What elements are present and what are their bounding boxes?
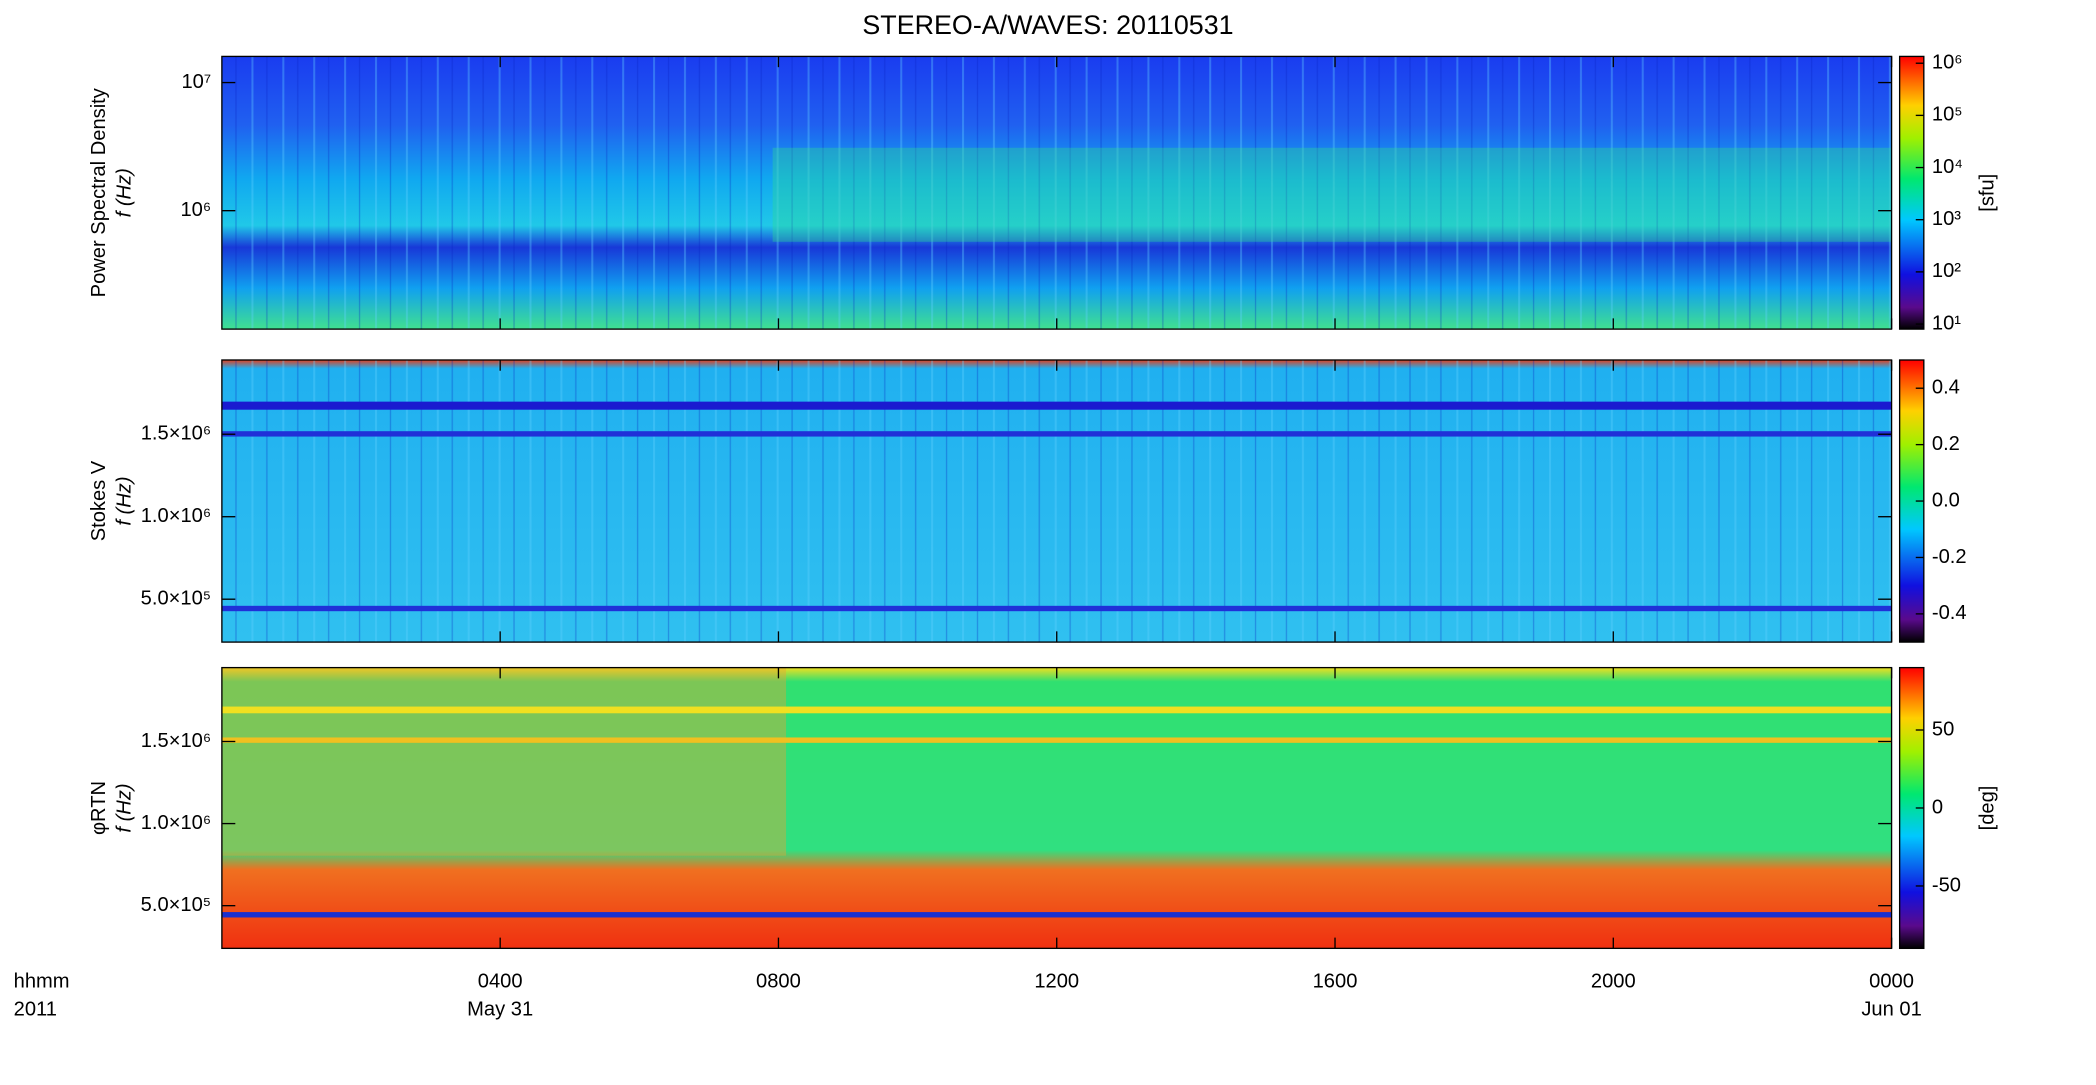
y-axis-label: f (Hz) [113,783,135,832]
x-date-label: May 31 [467,998,533,1020]
colorbar-label: [deg] [1977,786,1999,831]
y-tick-label: 10⁷ [181,71,211,93]
colorbar-tick-label: 10¹ [1932,312,1961,334]
colorbar-tick-label: 0 [1932,796,1943,818]
colorbar-tick-label: 0.4 [1932,377,1960,399]
x-tick-label: 0400 [478,970,523,992]
colorbar-tick-label: -50 [1932,874,1961,896]
y-axis-label: Power Spectral Density [88,87,110,297]
colorbar-tick-label: 0.2 [1932,433,1960,455]
y-tick-label: 1.0×10⁶ [141,505,211,527]
colorbar-tick-label: -0.4 [1932,602,1967,624]
x-tick-label: 0000 [1869,970,1914,992]
y-axis-label: f (Hz) [113,476,135,525]
y-tick-label: 1.5×10⁶ [141,423,211,445]
colorbar-tick-label: -0.2 [1932,546,1967,568]
y-tick-label: 10⁶ [180,199,211,221]
chart-title: STEREO-A/WAVES: 20110531 [862,10,1233,40]
y-tick-label: 1.0×10⁶ [141,812,211,834]
colorbar-tick-label: 10⁶ [1932,52,1963,74]
y-tick-label: 1.5×10⁶ [141,730,211,752]
colorbar-label: [sfu] [1977,174,1999,212]
x-tick-label: 2000 [1591,970,1636,992]
x-tick-label: 1200 [1034,970,1079,992]
year-label: 2011 [14,998,57,1020]
y-axis-label: φRTN [88,781,110,835]
y-axis-label: Stokes V [88,460,110,541]
colorbar-tick-label: 10⁴ [1932,156,1963,178]
x-tick-label: 1600 [1313,970,1358,992]
y-axis-label: f (Hz) [113,168,135,217]
colorbar-tick-label: 50 [1932,718,1954,740]
spectrogram-art [221,56,1892,949]
colorbar-tick-label: 10² [1932,260,1961,282]
colorbar-tick-label: 0.0 [1932,489,1960,511]
colorbar-tick-label: 10³ [1932,208,1961,230]
colorbar-tick-label: 10⁵ [1932,104,1963,126]
x-axis-label: hhmm [14,970,70,992]
x-date-label: Jun 01 [1861,998,1921,1020]
y-tick-label: 5.0×10⁵ [141,588,211,610]
colorbar [1898,55,1925,330]
y-tick-label: 5.0×10⁵ [141,894,211,916]
x-tick-label: 0800 [756,970,801,992]
